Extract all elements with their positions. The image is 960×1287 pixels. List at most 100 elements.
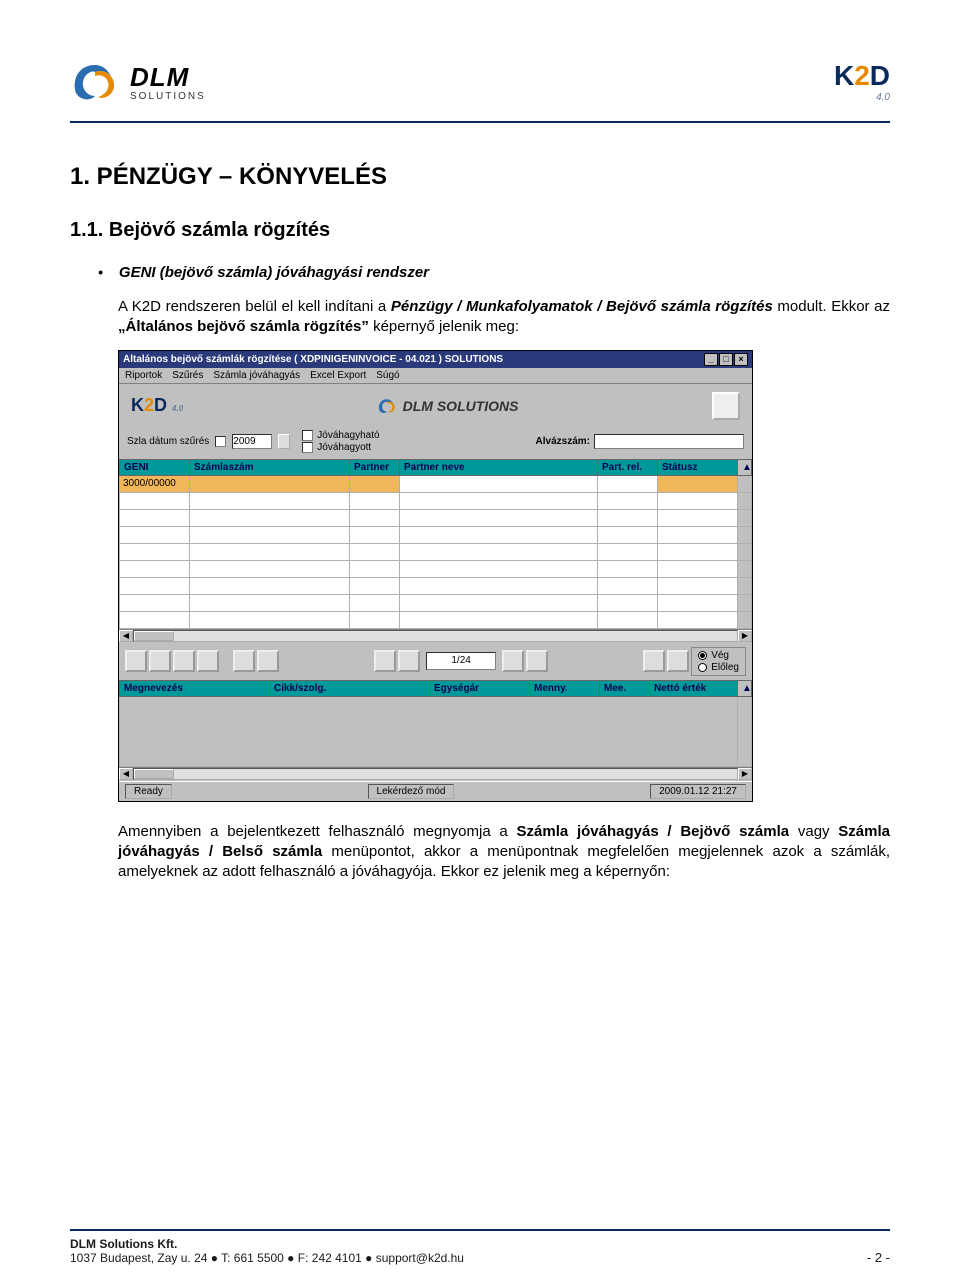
k2d-version: 4.0 xyxy=(834,92,890,103)
col-menny[interactable]: Menny. xyxy=(530,680,600,696)
table-row[interactable] xyxy=(120,560,752,577)
approvable-checkbox[interactable] xyxy=(302,430,313,441)
scroll-track[interactable] xyxy=(738,475,752,492)
cell-statusz xyxy=(658,475,738,492)
table-row[interactable]: 3000/00000 xyxy=(120,475,752,492)
paragraph-2: Amennyiben a bejelentkezett felhasználó … xyxy=(118,822,890,883)
scroll-up-button-2[interactable]: ▲ xyxy=(738,680,752,696)
toolbar-btn-2[interactable] xyxy=(149,650,171,672)
nav-next-button[interactable] xyxy=(502,650,524,672)
approvable-label: Jóváhagyható xyxy=(317,430,379,441)
window-menubar: Riportok Szűrés Számla jóváhagyás Excel … xyxy=(119,368,752,384)
chassis-input[interactable] xyxy=(594,434,744,449)
col-statusz[interactable]: Státusz xyxy=(658,459,738,475)
col-cikk[interactable]: Cikk/szolg. xyxy=(270,680,430,696)
document-button[interactable] xyxy=(712,392,740,420)
date-filter-checkbox[interactable] xyxy=(215,436,226,447)
para1-bold1: „Általános bejövő számla rögzítés” xyxy=(118,318,369,335)
toolbar-btn-6[interactable] xyxy=(257,650,279,672)
scroll-thumb[interactable] xyxy=(134,631,174,641)
para2-text2: vagy xyxy=(789,823,838,840)
maximize-button[interactable]: □ xyxy=(719,353,733,366)
footer-company: DLM Solutions Kft. xyxy=(70,1237,464,1251)
k2d-k: K xyxy=(834,60,854,91)
col-geni[interactable]: GENI xyxy=(120,459,190,475)
table-row[interactable] xyxy=(120,543,752,560)
dlm-small-swirl-icon xyxy=(377,398,397,414)
table-row[interactable] xyxy=(120,492,752,509)
menu-excel-export[interactable]: Excel Export xyxy=(310,370,366,381)
menu-sugo[interactable]: Súgó xyxy=(376,370,399,381)
chassis-label: Alvázszám: xyxy=(536,436,590,447)
scroll-left-button[interactable]: ◀ xyxy=(119,630,133,642)
menu-szamla-jovahagyas[interactable]: Számla jóváhagyás xyxy=(213,370,300,381)
toolbar-btn-1[interactable] xyxy=(125,650,147,672)
col-egysegар[interactable]: Egységár xyxy=(430,680,530,696)
k2d-small-logo: K2D 4.0 xyxy=(131,395,183,416)
k2d-small-2: 2 xyxy=(144,395,154,415)
close-button[interactable]: × xyxy=(734,353,748,366)
k2d-small-d: D xyxy=(154,395,167,415)
grid2-hscroll[interactable]: ◀ ▶ xyxy=(119,767,752,781)
nav-prev-button[interactable] xyxy=(398,650,420,672)
k2d-2: 2 xyxy=(854,60,870,91)
toolbar-btn-save[interactable] xyxy=(667,650,689,672)
type-radio-group: Vég Előleg xyxy=(691,647,746,676)
nav-last-button[interactable] xyxy=(526,650,548,672)
toolbar-btn-4[interactable] xyxy=(197,650,219,672)
brand-subtitle: SOLUTIONS xyxy=(130,91,206,102)
dlm-small-text: DLM SOLUTIONS xyxy=(403,398,519,414)
grid1-hscroll[interactable]: ◀ ▶ xyxy=(119,629,752,643)
table-row[interactable] xyxy=(120,696,752,766)
status-mode: Lekérdező mód xyxy=(368,784,455,799)
col-part-rel[interactable]: Part. rel. xyxy=(598,459,658,475)
table-row[interactable] xyxy=(120,594,752,611)
col-partner-neve[interactable]: Partner neve xyxy=(400,459,598,475)
nav-first-button[interactable] xyxy=(374,650,396,672)
para1-text3: képernyő jelenik meg: xyxy=(369,318,519,335)
paragraph-1: A K2D rendszeren belül el kell indítani … xyxy=(118,297,890,338)
col-mee[interactable]: Mee. xyxy=(600,680,650,696)
k2d-logo: K2D 4.0 xyxy=(834,60,890,103)
col-szamlaszam[interactable]: Számlaszám xyxy=(190,459,350,475)
toolbar-btn-5[interactable] xyxy=(233,650,255,672)
menu-riportok[interactable]: Riportok xyxy=(125,370,162,381)
app-window: Általános bejövő számlák rögzítése ( XDP… xyxy=(118,350,753,802)
window-statusbar: Ready Lekérdező mód 2009.01.12 21:27 xyxy=(119,781,752,801)
scroll-up-button[interactable]: ▲ xyxy=(738,459,752,475)
menu-szures[interactable]: Szűrés xyxy=(172,370,203,381)
radio-veg[interactable] xyxy=(698,651,707,660)
toolbar-btn-print[interactable] xyxy=(643,650,665,672)
heading-1: 1. PÉNZÜGY – KÖNYVELÉS xyxy=(70,163,890,191)
col-megnevezes[interactable]: Megnevezés xyxy=(120,680,270,696)
scroll-thumb-2[interactable] xyxy=(134,769,174,779)
page-header: DLM SOLUTIONS K2D 4.0 xyxy=(70,60,890,103)
cell-part-rel xyxy=(598,475,658,492)
col-netto[interactable]: Nettó érték xyxy=(650,680,738,696)
bullet-list: GENI (bejövő számla) jóváhagyási rendsze… xyxy=(70,264,890,281)
col-partner[interactable]: Partner xyxy=(350,459,400,475)
toolbar-btn-3[interactable] xyxy=(173,650,195,672)
minimize-button[interactable]: _ xyxy=(704,353,718,366)
dlm-logo: DLM SOLUTIONS xyxy=(70,62,206,102)
scroll-right-button[interactable]: ▶ xyxy=(738,630,752,642)
scroll-right-button-2[interactable]: ▶ xyxy=(738,768,752,780)
scroll-left-button-2[interactable]: ◀ xyxy=(119,768,133,780)
para1-text1: A K2D rendszeren belül el kell indítani … xyxy=(118,298,391,315)
date-filter-label: Szla dátum szűrés xyxy=(127,436,209,447)
cell-partner-neve xyxy=(400,475,598,492)
radio-eloleg[interactable] xyxy=(698,663,707,672)
approved-checkbox[interactable] xyxy=(302,442,313,453)
year-spinner[interactable] xyxy=(278,434,290,449)
k2d-d: D xyxy=(870,60,890,91)
cell-partner xyxy=(350,475,400,492)
table-row[interactable] xyxy=(120,509,752,526)
radio-veg-label: Vég xyxy=(711,650,729,661)
page-footer: DLM Solutions Kft. 1037 Budapest, Zay u.… xyxy=(0,1229,960,1265)
k2d-small-ver: 4.0 xyxy=(172,404,183,413)
table-row[interactable] xyxy=(120,526,752,543)
year-input[interactable] xyxy=(232,434,272,449)
brand-title: DLM xyxy=(130,62,206,93)
table-row[interactable] xyxy=(120,577,752,594)
table-row[interactable] xyxy=(120,611,752,628)
